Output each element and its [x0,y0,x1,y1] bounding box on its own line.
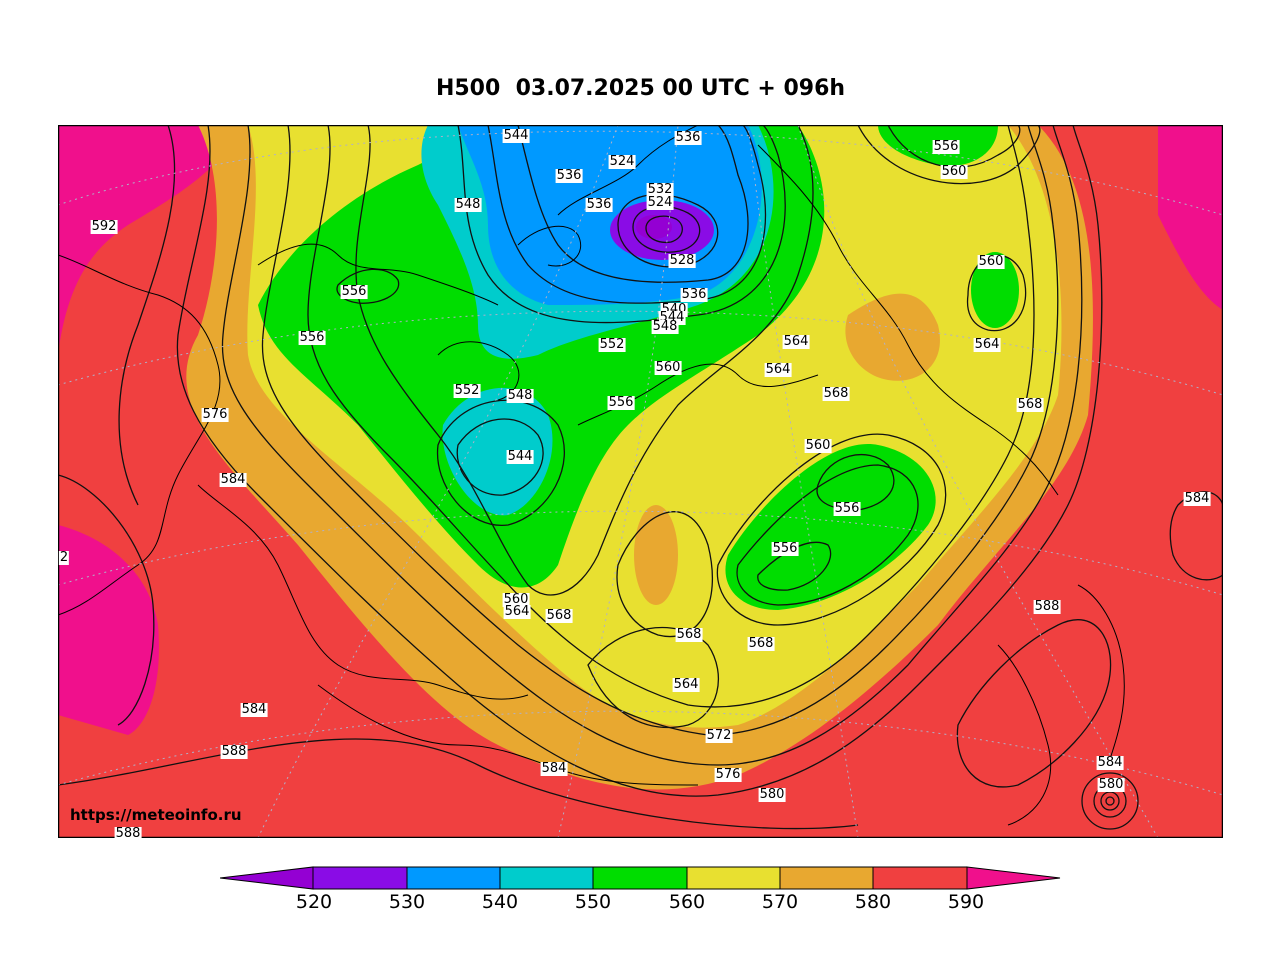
contour-label: 556 [298,330,326,345]
contour-label: 568 [675,627,703,642]
contour-label: 564 [973,337,1001,352]
contour-label: 556 [340,284,368,299]
colorbar [220,866,1061,890]
contour-label: 536 [674,130,702,145]
colorbar-segment [686,866,781,890]
contour-label: 524 [608,154,636,169]
contour-label: 548 [506,388,534,403]
contour-label: 588 [220,744,248,759]
contour-label: 584 [240,702,268,717]
contour-label: 552 [453,383,481,398]
contour-label: 568 [545,608,573,623]
contour-label: 568 [822,386,850,401]
band-590-plus-nw [58,125,238,355]
contour-label: 536 [555,168,583,183]
contour-label: 544 [506,449,534,464]
band-560-ne [971,252,1019,328]
colorbar-segment-below [220,866,314,890]
contour-label: 584 [1183,491,1211,506]
contour-label: 524 [646,195,674,210]
contour-label: 564 [672,677,700,692]
colorbar-segment [499,866,594,890]
contour-label: 588 [1033,599,1061,614]
colorbar-segment [406,866,501,890]
contour-label: 568 [1016,397,1044,412]
contour-label: 548 [454,197,482,212]
contour-label: 532 [646,182,674,197]
contour-label: 552 [598,337,626,352]
colorbar-tick: 560 [668,891,706,913]
contour-label: 560 [940,164,968,179]
contour-label: 588 [114,826,142,841]
contour-label: 584 [540,761,568,776]
contour-label: 564 [764,362,792,377]
map-title: H500 03.07.2025 00 UTC + 096h [435,76,846,101]
contour-label: 592 [90,219,118,234]
height-map [58,125,1223,838]
contour-label: 536 [585,197,613,212]
contour-label: 580 [758,787,786,802]
contour-label: 580 [1097,777,1125,792]
contour-label: 536 [680,287,708,302]
contour-label: 2 [58,550,70,565]
colorbar-tick: 570 [761,891,799,913]
colorbar-segment [872,866,968,890]
colorbar-tick: 550 [574,891,612,913]
contour-label: 576 [714,767,742,782]
contour-label: 544 [502,128,530,143]
graticule [58,125,1223,838]
band-590-plus-w [58,525,159,735]
watermark-url: https://meteoinfo.ru [70,806,242,824]
band-560-east [725,444,936,610]
contour-label: 556 [833,501,861,516]
contour-label: 548 [651,319,679,334]
contour-label: 560 [502,592,530,607]
contour-label: 560 [977,254,1005,269]
contour-label: 564 [503,604,531,619]
contour-label: 560 [654,360,682,375]
colorbar-segment [312,866,408,890]
contour-label: 556 [607,395,635,410]
colorbar-tick: 530 [388,891,426,913]
contour-label: 564 [782,334,810,349]
contour-label: 560 [804,438,832,453]
contour-label: 584 [219,472,247,487]
contour-label: 576 [201,407,229,422]
contour-label: 528 [668,253,696,268]
contour-label: 556 [932,139,960,154]
contour-label: 568 [747,636,775,651]
band-590-plus-ne [1158,125,1223,310]
contour-label: 584 [1096,755,1124,770]
colorbar-tick: 540 [481,891,519,913]
colorbar-segment [779,866,874,890]
colorbar-tick: 580 [854,891,892,913]
contour-label: 572 [705,728,733,743]
contour-label: 556 [771,541,799,556]
colorbar-segment-above [966,866,1061,890]
band-580-pocket-1 [634,505,678,605]
colorbar-tick: 590 [947,891,985,913]
colorbar-tick: 520 [295,891,333,913]
colorbar-segment [592,866,688,890]
band-below-520 [636,215,672,239]
